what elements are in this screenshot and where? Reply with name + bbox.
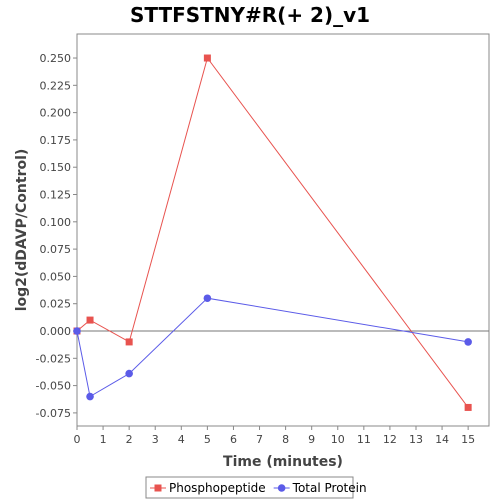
data-point-total-protein (73, 327, 81, 335)
legend-items: Phosphopeptide Total Protein (150, 481, 367, 495)
y-tick-label: 0.050 (40, 270, 72, 283)
y-tick-label: 0.150 (40, 161, 72, 174)
x-axis-label: Time (minutes) (223, 454, 343, 470)
legend-item-phosphopeptide: Phosphopeptide (150, 481, 266, 495)
x-tick-label: 6 (230, 433, 237, 446)
y-tick-label: -0.025 (36, 352, 71, 365)
legend-item-total-protein: Total Protein (273, 481, 367, 495)
y-tick-label: -0.050 (36, 380, 71, 393)
y-tick-label: 0.250 (40, 52, 72, 65)
x-tick-label: 14 (435, 433, 449, 446)
plot-area (76, 33, 490, 427)
x-tick-label: 15 (461, 433, 475, 446)
x-axis: 0 1 2 3 4 5 6 7 8 9 10 11 12 13 14 15 (74, 426, 475, 446)
x-tick-label: 7 (256, 433, 263, 446)
legend: Phosphopeptide Total Protein (145, 476, 367, 499)
legend-swatch-marker (277, 484, 286, 492)
y-axis: -0.075 -0.050 -0.025 0.000 0.025 0.050 0.075 0.… (36, 52, 77, 420)
y-axis-label: log2(dDAVP/Control) (14, 149, 30, 312)
data-point-phosphopeptide (125, 338, 133, 346)
chart-title: STTFSTNY#R(+ 2)_v1 (130, 3, 370, 27)
x-tick-label: 1 (100, 433, 107, 446)
y-tick-label: 0.025 (40, 298, 72, 311)
x-tick-label: 0 (74, 433, 81, 446)
data-point-total-protein (464, 338, 472, 346)
y-tick-label: 0.125 (40, 189, 72, 202)
y-tick-label: 0.225 (40, 79, 72, 92)
x-tick-label: 13 (409, 433, 423, 446)
data-point-phosphopeptide (464, 403, 472, 411)
y-tick-label: 0.000 (40, 325, 72, 338)
y-tick-label: -0.075 (36, 407, 71, 420)
data-point-phosphopeptide (86, 316, 94, 324)
series-layer (73, 54, 472, 411)
x-tick-label: 2 (126, 433, 133, 446)
y-tick-label: 0.175 (40, 134, 72, 147)
x-tick-label: 12 (383, 433, 397, 446)
y-tick-label: 0.200 (40, 107, 72, 120)
series-total-protein (73, 294, 472, 401)
x-tick-label: 4 (178, 433, 185, 446)
data-point-phosphopeptide (203, 54, 211, 62)
legend-label: Total Protein (292, 481, 367, 495)
legend-label: Phosphopeptide (169, 481, 266, 495)
legend-swatch-marker (154, 484, 162, 492)
x-tick-label: 11 (357, 433, 371, 446)
legend-box (145, 476, 354, 499)
y-tick-label: 0.100 (40, 216, 72, 229)
data-point-total-protein (125, 369, 133, 378)
x-tick-label: 10 (331, 433, 345, 446)
y-tick-label: 0.075 (40, 243, 72, 256)
x-tick-label: 8 (282, 433, 289, 446)
x-tick-label: 5 (204, 433, 211, 446)
x-tick-label: 9 (308, 433, 315, 446)
data-point-total-protein (203, 294, 212, 303)
x-tick-label: 3 (152, 433, 159, 446)
data-point-total-protein (86, 392, 94, 401)
